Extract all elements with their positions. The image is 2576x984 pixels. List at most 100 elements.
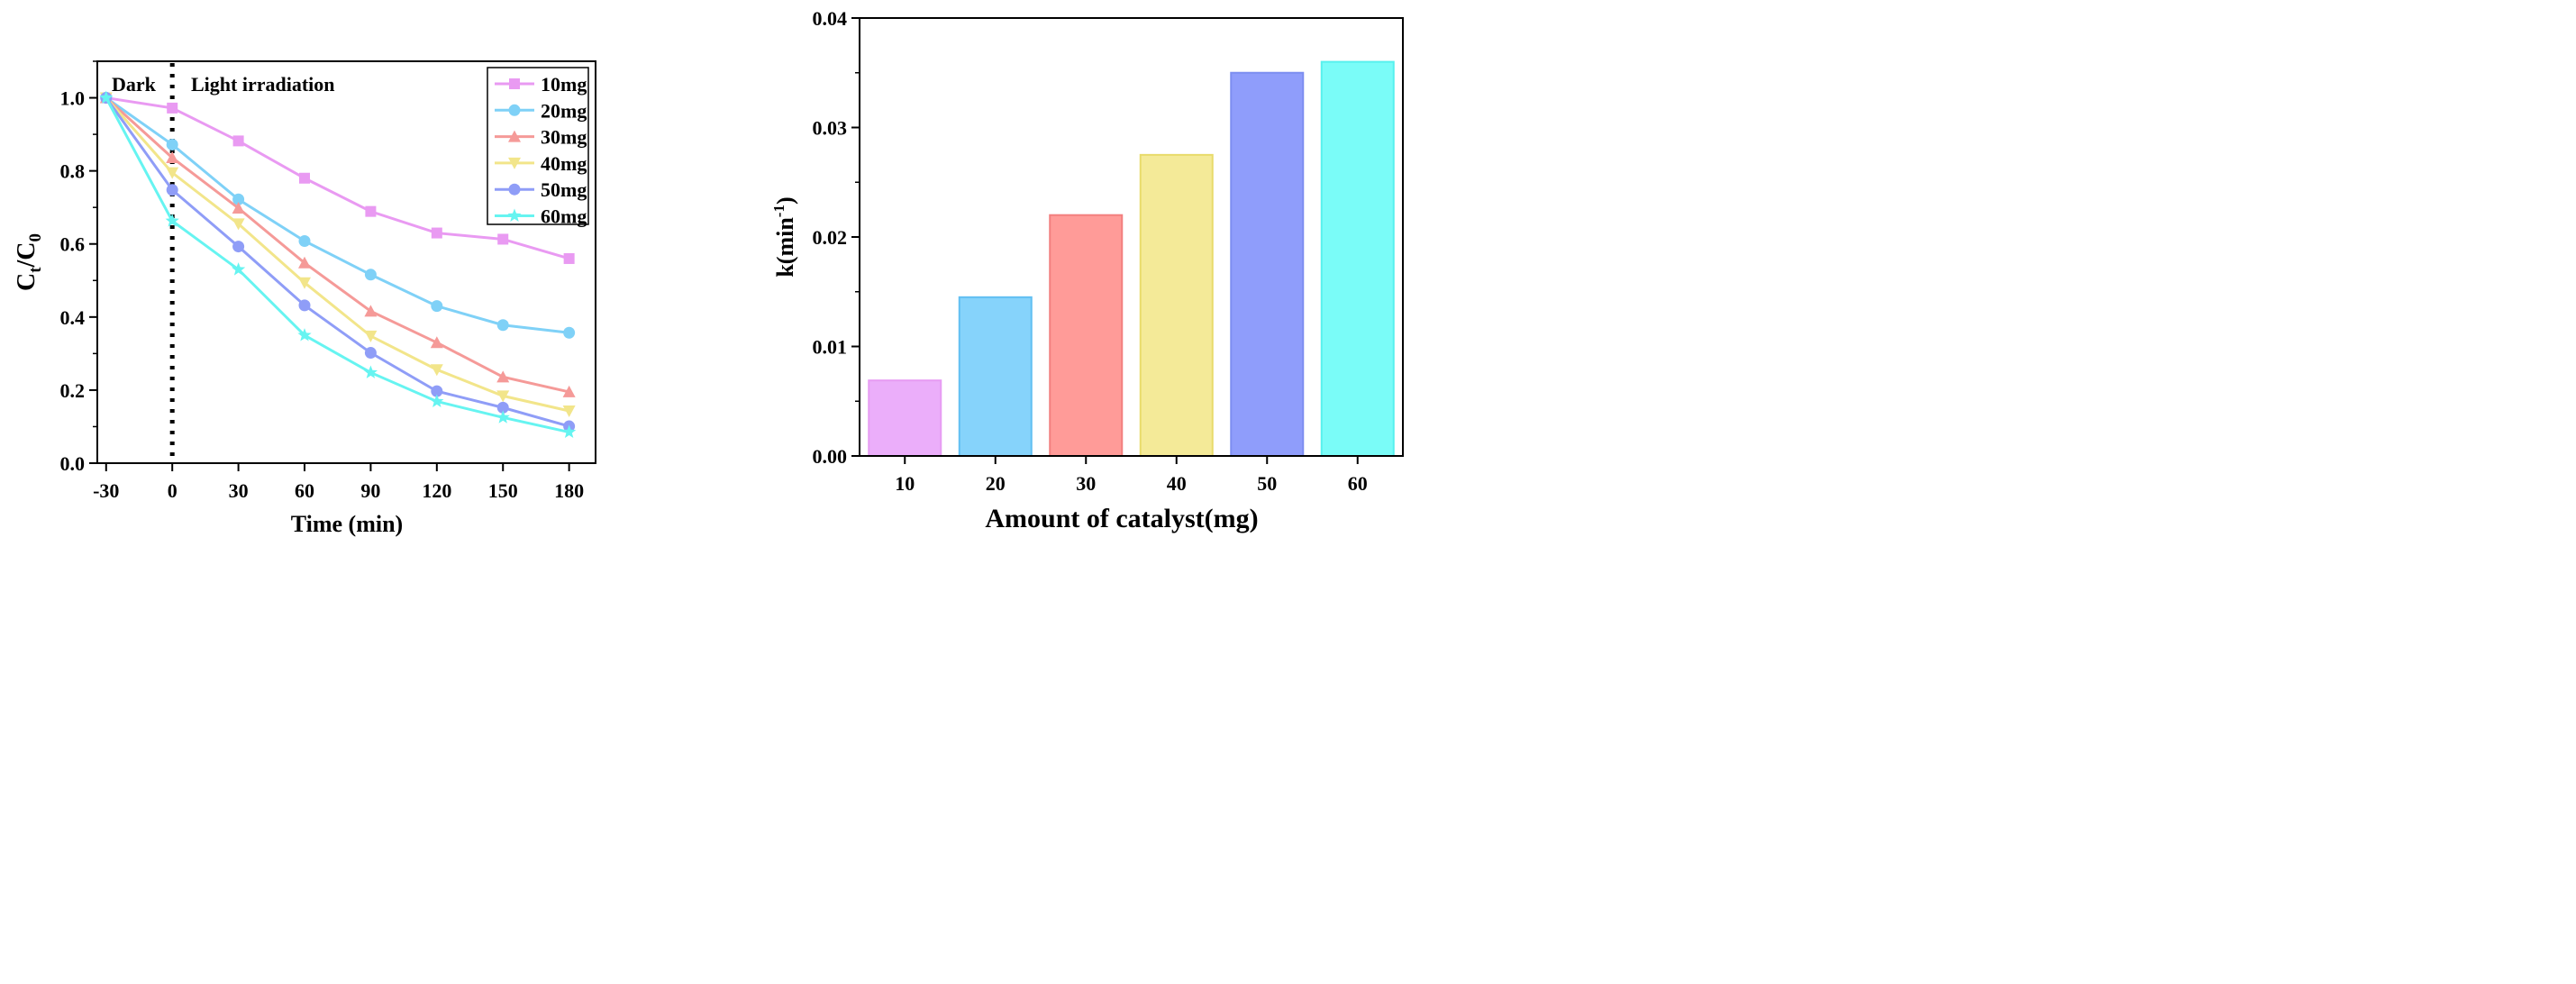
bar-10mg [868, 379, 942, 458]
bar-y-tick-label: 0.02 [813, 226, 848, 249]
legend-item-10mg: 10mg [495, 73, 587, 96]
line-series-60mg [99, 90, 577, 439]
data-point-10mg [365, 205, 377, 217]
line-chart-panel: -30 0 30 60 90 120 150 180 0.0 0.2 0.4 0.6 0.8 1.0 Da… [13, 60, 596, 537]
bar-y-label-sup: -1 [770, 205, 787, 217]
bar-y-label-end: ) [772, 196, 798, 205]
bar-50mg [1230, 71, 1305, 457]
data-point-10mg [299, 172, 311, 184]
line-y-label-sep: /C [13, 241, 41, 268]
bar-20mg [958, 296, 1033, 458]
data-point-30mg [364, 305, 378, 317]
line-series-group [99, 90, 577, 439]
legend-label: 30mg [541, 126, 587, 149]
data-point-50mg [431, 385, 443, 397]
legend-item-20mg: 20mg [495, 99, 587, 122]
legend-marker [509, 78, 520, 89]
line-y-tick-label: 0.8 [60, 160, 86, 183]
data-point-30mg [562, 385, 576, 397]
data-point-30mg [430, 336, 443, 349]
line-x-tick-label: 180 [554, 479, 584, 502]
legend-label: 10mg [541, 73, 587, 96]
bar-axis-ticks: 10 20 30 40 50 60 0.00 0.01 0.02 0.03 0.04 [813, 7, 1368, 495]
line-x-tick-label: 30 [229, 479, 249, 502]
data-point-50mg [166, 184, 178, 196]
data-point-60mg [99, 90, 114, 105]
data-point-20mg [364, 269, 377, 281]
line-path-50mg [105, 96, 570, 428]
bar-y-tick-label: 0.01 [813, 336, 848, 359]
bar-y-label-main: k(min [772, 217, 798, 278]
line-x-tick-label: 90 [360, 479, 380, 502]
bar-x-tick-label: 30 [1076, 472, 1096, 495]
data-point-30mg [232, 201, 245, 214]
bar-x-tick-label: 10 [895, 472, 915, 495]
legend-item-60mg: 60mg [495, 205, 587, 228]
legend-label: 60mg [541, 205, 587, 228]
data-point-60mg [430, 394, 444, 407]
bar-60mg [1320, 60, 1395, 457]
data-point-60mg [231, 262, 246, 276]
line-y-label-c: C [13, 273, 41, 291]
legend-marker [507, 208, 522, 222]
legend-marker [508, 157, 521, 169]
bar-x-tick-label: 40 [1167, 472, 1187, 495]
line-x-tick-label: 0 [168, 479, 177, 502]
data-point-20mg [563, 326, 576, 339]
legend-label: 50mg [541, 178, 587, 201]
line-x-tick-label: -30 [93, 479, 119, 502]
data-point-60mg [297, 328, 312, 342]
data-point-10mg [563, 252, 575, 264]
data-point-20mg [496, 319, 509, 332]
legend-label: 40mg [541, 152, 587, 175]
bar-chart-panel: 10 20 30 40 50 60 0.00 0.01 0.02 0.03 0.04 Amount … [770, 7, 1404, 533]
bar-y-tick-label: 0.04 [813, 7, 848, 30]
legend-marker [508, 104, 521, 116]
data-point-20mg [166, 138, 178, 150]
data-point-30mg [298, 256, 312, 269]
line-y-label-sub-0: 0 [26, 233, 45, 242]
line-path-20mg [105, 96, 569, 334]
data-point-30mg [496, 370, 510, 383]
line-path-10mg [105, 96, 570, 260]
bar-40mg [1139, 153, 1214, 457]
line-y-label-sub-t: t [26, 267, 45, 273]
line-path-60mg [105, 96, 569, 434]
line-axis-ticks: -30 0 30 60 90 120 150 180 0.0 0.2 0.4 0.6 0.8 1.0 [60, 60, 584, 502]
bar-y-tick-label: 0.03 [813, 117, 848, 140]
line-x-tick-label: 120 [422, 479, 451, 502]
bar-x-tick-label: 60 [1348, 472, 1368, 495]
line-legend-box [487, 67, 589, 225]
legend-item-30mg: 30mg [495, 126, 587, 149]
data-point-50mg [364, 347, 377, 360]
data-point-40mg [232, 218, 245, 231]
bar-30mg [1049, 214, 1124, 457]
dark-annotation: Dark [112, 73, 157, 96]
data-point-10mg [232, 135, 244, 147]
data-point-60mg [562, 424, 577, 439]
data-point-60mg [496, 410, 510, 424]
legend-item-50mg: 50mg [495, 178, 587, 201]
data-point-40mg [496, 390, 510, 403]
data-point-40mg [166, 167, 179, 179]
data-point-50mg [232, 241, 245, 253]
bar-x-tick-label: 20 [986, 472, 1006, 495]
data-point-40mg [562, 405, 576, 418]
line-y-tick-label: 0.4 [60, 306, 86, 329]
line-y-tick-label: 0.6 [60, 233, 86, 256]
data-point-10mg [431, 227, 442, 239]
data-point-60mg [363, 365, 378, 378]
line-series-50mg [100, 92, 576, 433]
data-point-60mg [165, 214, 179, 227]
line-y-tick-label: 1.0 [60, 87, 86, 110]
data-point-20mg [232, 193, 245, 205]
bar-y-axis-label: k(min-1) [770, 196, 798, 277]
line-x-tick-label: 60 [295, 479, 314, 502]
bar-x-tick-label: 50 [1257, 472, 1277, 495]
legend-item-40mg: 40mg [495, 152, 587, 175]
data-point-20mg [431, 300, 443, 313]
data-point-30mg [166, 151, 179, 164]
line-y-axis-label: Ct/C0 [13, 233, 45, 291]
line-path-40mg [105, 96, 569, 413]
